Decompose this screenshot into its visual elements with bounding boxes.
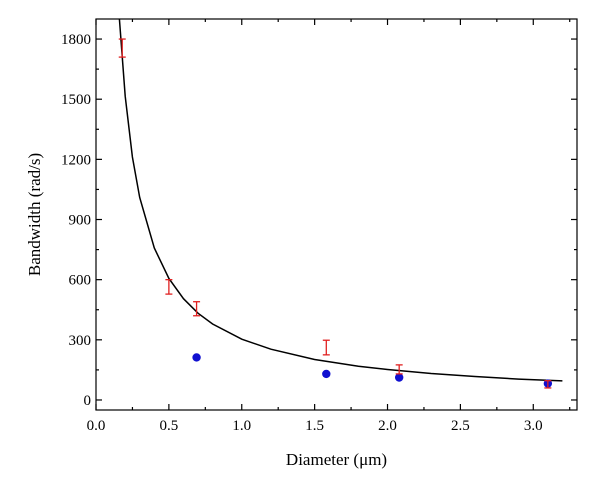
x-tick-label: 3.0 bbox=[524, 418, 543, 434]
plot-marks bbox=[118, 19, 563, 389]
error-bar bbox=[322, 339, 330, 356]
error-bar bbox=[395, 364, 403, 375]
error-bar bbox=[165, 279, 173, 295]
x-axis-title: Diameter (μm) bbox=[286, 450, 387, 469]
x-tick-label: 2.0 bbox=[378, 418, 397, 434]
x-tick-label: 1.5 bbox=[305, 418, 324, 434]
data-dot bbox=[322, 369, 331, 379]
x-tick-label: 2.5 bbox=[451, 418, 470, 434]
y-tick-label: 0 bbox=[84, 393, 92, 409]
y-tick-label: 300 bbox=[69, 333, 92, 349]
x-tick-label: 1.0 bbox=[232, 418, 251, 434]
data-dot bbox=[394, 373, 404, 382]
plot-area bbox=[118, 19, 563, 389]
data-dot bbox=[192, 353, 201, 362]
error-bar bbox=[118, 38, 126, 58]
axes: 0.0 0.5 1.0 1.5 2.0 2.5 3.0 0 300 600 900 1200 1500 1… bbox=[61, 18, 578, 434]
y-tick-label: 1500 bbox=[61, 92, 91, 108]
y-axis-title: Bandwidth (rad/s) bbox=[25, 153, 44, 276]
y-tick-label: 900 bbox=[69, 213, 92, 229]
x-tick-label: 0.5 bbox=[160, 418, 179, 434]
error-bar bbox=[193, 301, 201, 317]
y-tick-label: 600 bbox=[69, 273, 92, 289]
fit-curve bbox=[118, 19, 563, 382]
x-tick-label: 0.0 bbox=[87, 418, 106, 434]
y-tick-label: 1200 bbox=[61, 152, 91, 168]
plot-frame bbox=[95, 18, 578, 411]
error-bar bbox=[544, 380, 552, 389]
y-tick-label: 1800 bbox=[61, 32, 91, 48]
